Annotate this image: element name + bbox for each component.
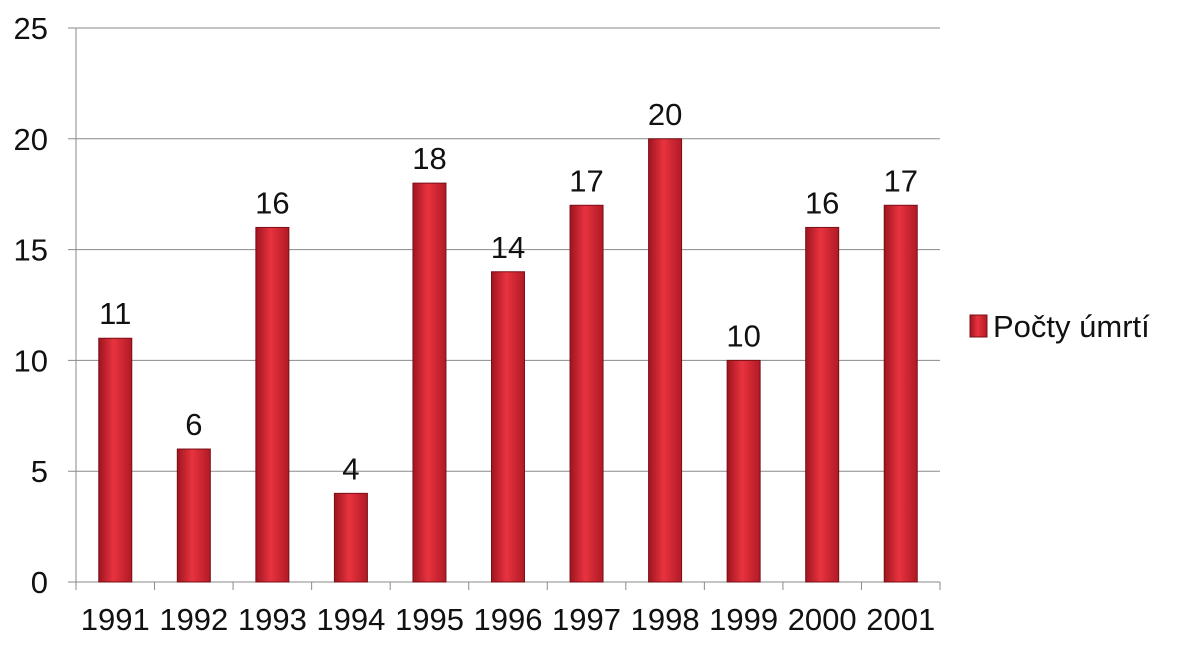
bar bbox=[805, 226, 840, 583]
bar bbox=[412, 182, 447, 583]
x-tick-label: 2001 bbox=[866, 602, 935, 637]
y-tick-label: 15 bbox=[14, 233, 48, 268]
bar bbox=[648, 138, 683, 583]
x-tick-label: 1997 bbox=[552, 602, 621, 637]
data-label: 20 bbox=[648, 97, 682, 132]
data-label: 18 bbox=[412, 141, 446, 176]
data-label: 10 bbox=[726, 318, 760, 353]
data-label: 17 bbox=[569, 163, 603, 198]
x-tick-label: 2000 bbox=[788, 602, 857, 637]
bar bbox=[255, 226, 290, 583]
bar bbox=[491, 271, 525, 583]
y-tick-label: 25 bbox=[14, 11, 48, 46]
data-label: 11 bbox=[99, 296, 131, 331]
bar bbox=[98, 337, 133, 583]
x-tick-label: 1991 bbox=[81, 602, 150, 637]
data-label: 14 bbox=[491, 230, 525, 265]
data-label: 16 bbox=[255, 185, 289, 220]
legend-swatch bbox=[969, 314, 988, 338]
bar bbox=[333, 492, 368, 583]
y-tick-label: 5 bbox=[31, 454, 48, 489]
x-tick-label: 1994 bbox=[316, 602, 385, 637]
x-tick-label: 1996 bbox=[474, 602, 543, 637]
data-label: 6 bbox=[185, 407, 202, 442]
y-tick-label: 0 bbox=[31, 565, 48, 600]
x-tick-label: 1998 bbox=[631, 602, 700, 637]
data-label: 16 bbox=[805, 185, 839, 220]
bar bbox=[726, 359, 761, 583]
bar bbox=[883, 204, 918, 583]
x-tick-label: 1999 bbox=[709, 602, 778, 637]
bar bbox=[176, 448, 211, 583]
labels: 0 5 10 15 20 25 11 1991 6 1992 16 1993 4 1994 18 1995 14… bbox=[14, 11, 936, 637]
bar bbox=[569, 204, 604, 583]
x-tick-label: 1995 bbox=[395, 602, 464, 637]
y-tick-label: 10 bbox=[14, 343, 48, 378]
y-tick-label: 20 bbox=[14, 122, 48, 157]
data-label: 4 bbox=[342, 451, 359, 486]
gridlines bbox=[68, 27, 940, 472]
legend-label: Počty úmrtí bbox=[993, 309, 1150, 344]
legend: Počty úmrtí bbox=[969, 309, 1150, 344]
data-label: 17 bbox=[883, 163, 917, 198]
x-tick-label: 1993 bbox=[238, 602, 307, 637]
bars bbox=[98, 138, 918, 583]
x-tick-label: 1992 bbox=[159, 602, 228, 637]
